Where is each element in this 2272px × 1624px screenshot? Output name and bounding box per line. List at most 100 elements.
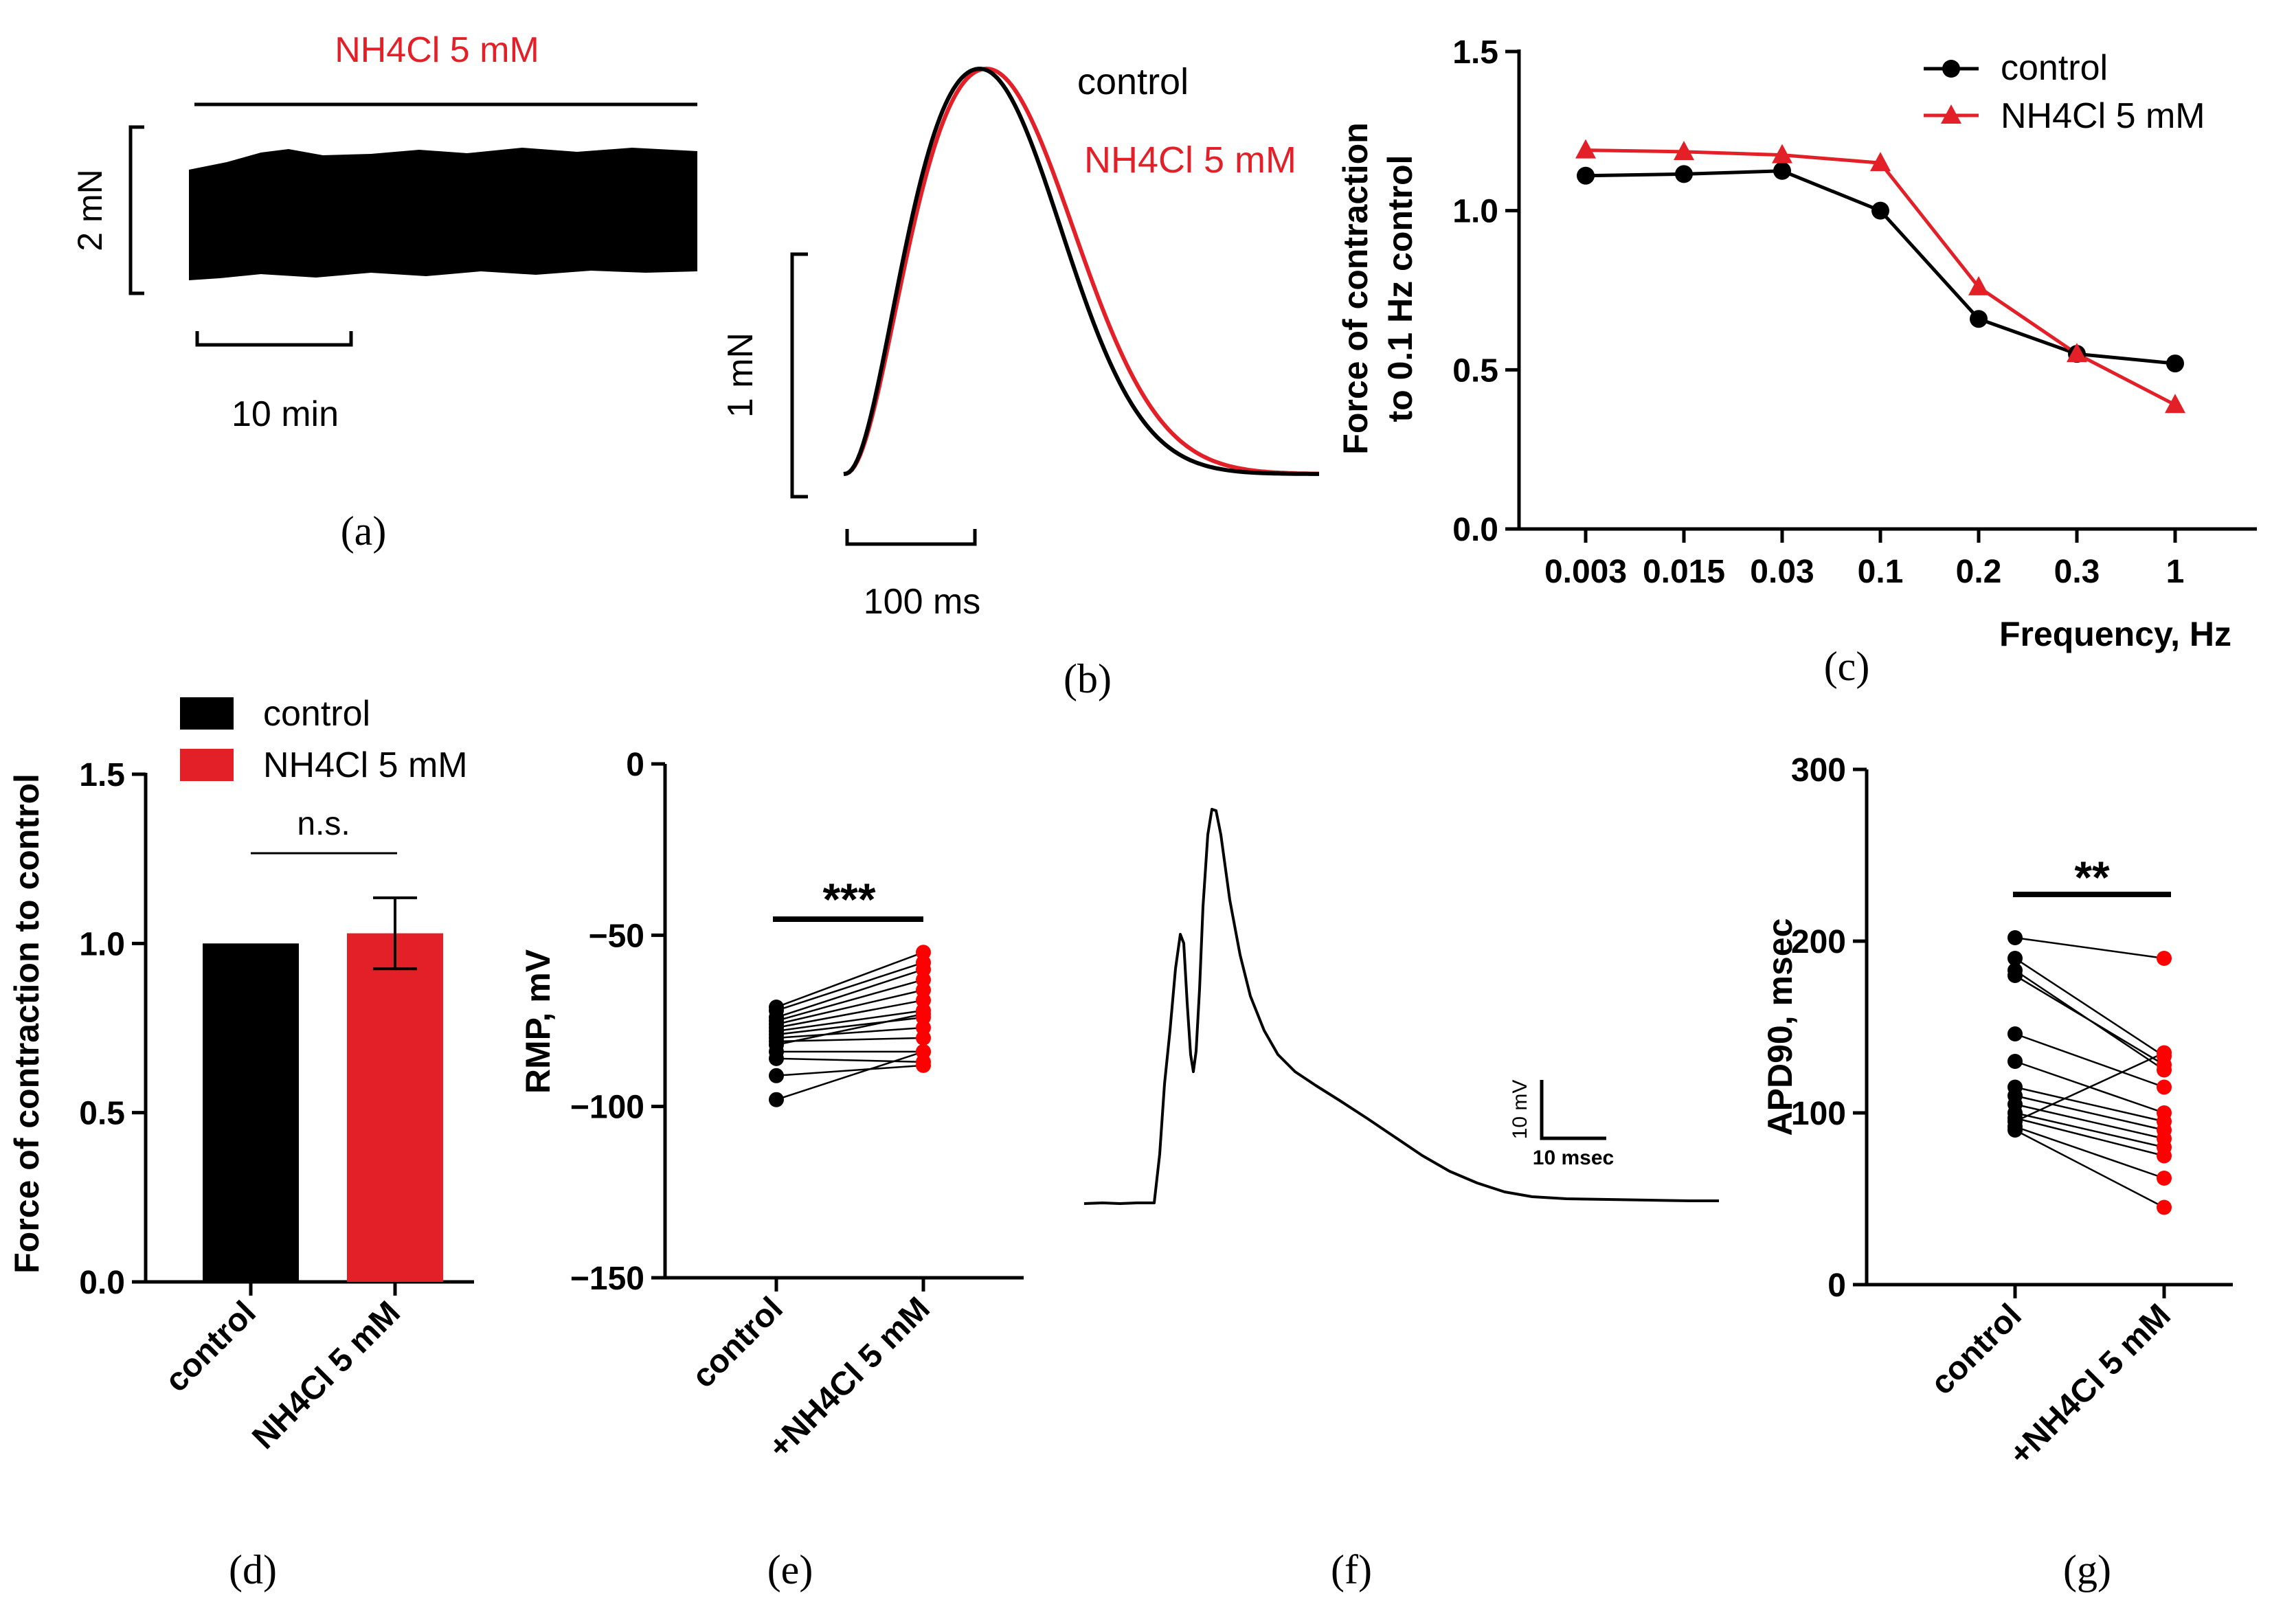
- scale-bar: [1540, 1080, 1606, 1140]
- significance-stars: ***: [822, 874, 875, 925]
- panel-label-g: (g): [2063, 1547, 2111, 1592]
- c-x-tick-label: 0.003: [1544, 554, 1627, 590]
- e-y-tick-label: −150: [570, 1261, 644, 1297]
- pair-connector: [776, 1009, 924, 1033]
- series-line-nh4cl: [1585, 148, 2177, 407]
- y-axis-label: APD90, msec: [1761, 918, 1799, 1136]
- pair-connector: [776, 1013, 924, 1046]
- y-axis-label: Force of contraction to control: [8, 774, 46, 1274]
- pair-connector: [776, 1057, 924, 1063]
- pair-connector: [776, 999, 924, 1029]
- point-control: [769, 1050, 784, 1066]
- bar-nh4cl: [347, 933, 443, 1282]
- point-control: [1773, 161, 1791, 180]
- point-nh4cl: [1870, 152, 1891, 172]
- point-nh4cl: [916, 1044, 931, 1059]
- g-x-tick-label: control: [1924, 1297, 2028, 1401]
- point-control: [1675, 165, 1693, 183]
- panel-label-d: (d): [229, 1547, 277, 1592]
- c-x-tick-label: 0.3: [2054, 554, 2100, 590]
- pair-connector: [776, 962, 924, 1012]
- c-x-tick-label: 1: [2166, 554, 2185, 590]
- pair-connector: [2014, 1125, 2165, 1180]
- pair-connector: [776, 951, 924, 1008]
- legend-nh4cl-label: NH4Cl 5 mM: [2001, 96, 2205, 136]
- point-nh4cl: [2157, 1199, 2172, 1215]
- twitch-trace-nh4cl: [843, 66, 1319, 476]
- point-control: [2007, 1123, 2023, 1138]
- legend-nh4cl-marker: [1941, 104, 1961, 124]
- panel-label-b: (b): [1064, 656, 1112, 701]
- pair-connector: [776, 1016, 924, 1036]
- d-x-tick-label: control: [158, 1294, 262, 1399]
- c-x-tick-label: 0.03: [1750, 554, 1814, 590]
- c-x-tick-label: 0.1: [1858, 554, 1904, 590]
- point-nh4cl: [916, 1030, 931, 1046]
- pair-connector: [2014, 1117, 2165, 1157]
- point-nh4cl: [2157, 1148, 2172, 1164]
- d-y-tick-label: 0.5: [79, 1096, 125, 1132]
- legend-nh4cl-swatch: [180, 749, 234, 781]
- scale-bar-horizontal: [845, 529, 977, 546]
- scale-label-2mN: 2 mN: [71, 169, 109, 251]
- point-control: [1577, 166, 1595, 185]
- pair-connector: [776, 969, 924, 1019]
- point-nh4cl: [2165, 394, 2185, 414]
- scale-label-10min: 10 min: [232, 394, 339, 434]
- scale-label-100ms: 100 ms: [864, 582, 981, 622]
- point-control: [2007, 951, 2023, 966]
- x-axis-label: Frequency, Hz: [1999, 615, 2231, 653]
- series-line-control: [1585, 169, 2176, 365]
- pair-connector: [776, 1050, 924, 1101]
- c-x-tick-label: 0.015: [1643, 554, 1725, 590]
- pair-connector: [2014, 1086, 2165, 1123]
- panel-label-e: (e): [767, 1547, 813, 1592]
- c-y-tick-label: 1.0: [1452, 194, 1498, 230]
- point-nh4cl: [2067, 343, 2087, 363]
- point-nh4cl: [1772, 144, 1792, 163]
- point-control: [769, 1068, 784, 1083]
- g-y-tick-label: 200: [1791, 924, 1846, 960]
- pair-connector: [776, 1037, 924, 1043]
- legend-nh4cl: NH4Cl 5 mM: [1084, 139, 1296, 181]
- point-control: [769, 1092, 784, 1107]
- panel-g: 0 100 200 300 control+NH4Cl 5 mM APD90, mse…: [1761, 752, 2233, 1592]
- e-y-tick-label: 0: [626, 747, 644, 783]
- panel-a: NH4Cl 5 mM 2 mN 10 min (a): [71, 30, 697, 554]
- legend-nh4cl-label: NH4Cl 5 mM: [263, 745, 468, 785]
- bar-control: [203, 943, 299, 1282]
- y-axis-label-line1: Force of contraction: [1336, 122, 1375, 454]
- force-trace-envelope: [189, 148, 697, 280]
- pair-connector: [776, 1064, 924, 1077]
- legend-control-label: control: [2001, 48, 2108, 88]
- g-y-tick-label: 300: [1791, 752, 1846, 789]
- point-nh4cl: [1674, 140, 1694, 160]
- g-x-tick-label: +NH4Cl 5 mM: [2002, 1297, 2177, 1472]
- c-y-tick-label: 1.5: [1452, 34, 1498, 71]
- d-y-tick-label: 1.0: [79, 926, 125, 962]
- pair-connector: [2014, 1094, 2165, 1131]
- d-x-tick-label: NH4Cl 5 mM: [245, 1294, 407, 1456]
- d-y-tick-label: 1.5: [79, 757, 125, 793]
- point-nh4cl: [2157, 1057, 2172, 1072]
- g-y-tick-label: 0: [1827, 1267, 1846, 1304]
- legend-control-marker: [1942, 60, 1960, 78]
- pair-connector: [2014, 1052, 2165, 1123]
- pair-connector: [2014, 957, 2165, 1057]
- point-nh4cl: [1968, 275, 1989, 295]
- e-y-tick-label: −100: [570, 1090, 644, 1126]
- panel-label-c: (c): [1824, 644, 1870, 689]
- panel-e: 0−50−100−150 control+NH4Cl 5 mM RMP, mV …: [519, 747, 1024, 1592]
- scale-label-10msec: 10 msec: [1533, 1147, 1614, 1169]
- point-nh4cl: [916, 1057, 931, 1073]
- y-axis-label-line2: to 0.1 Hz control: [1381, 155, 1419, 422]
- panel-c: 0.0 0.5 1.0 1.5 0.003 0.015 0.03 0.1 0.2 0.3 1 Fo…: [1336, 34, 2257, 689]
- pair-connector: [2014, 1129, 2165, 1208]
- significance-stars: **: [2074, 852, 2110, 903]
- point-control: [2007, 930, 2023, 945]
- point-control: [2007, 1026, 2023, 1041]
- point-control: [2007, 968, 2023, 983]
- point-nh4cl: [916, 1006, 931, 1022]
- pair-connector: [2014, 1112, 2165, 1149]
